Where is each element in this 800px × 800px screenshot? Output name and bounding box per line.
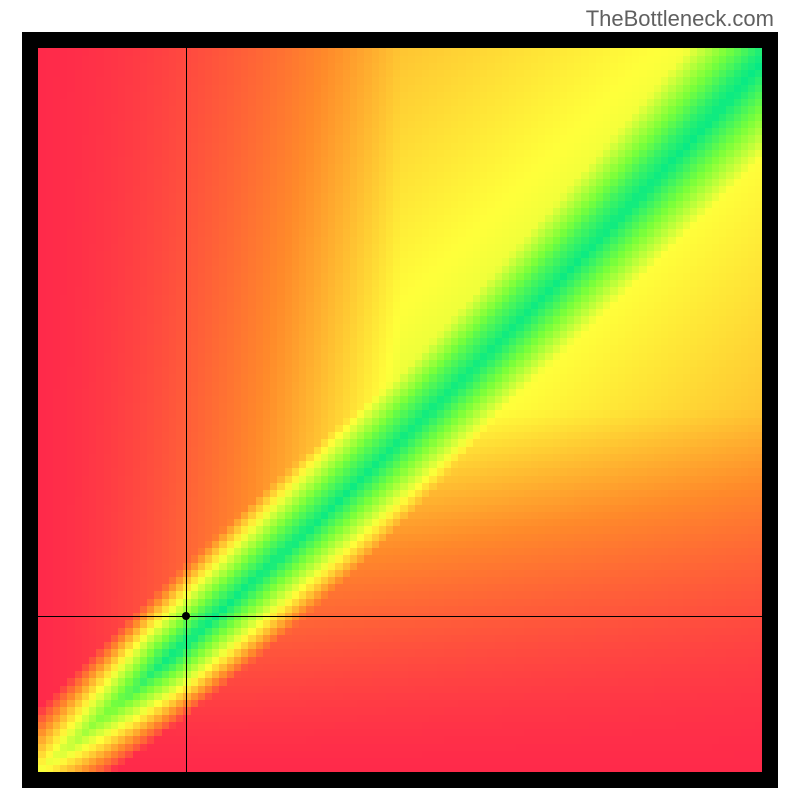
heatmap-canvas xyxy=(38,48,762,772)
plot-area xyxy=(38,48,762,772)
crosshair-marker xyxy=(182,612,190,620)
chart-frame xyxy=(22,32,778,788)
chart-container: TheBottleneck.com xyxy=(0,0,800,800)
watermark-text: TheBottleneck.com xyxy=(586,6,774,32)
crosshair-vertical xyxy=(186,48,187,772)
crosshair-horizontal xyxy=(38,616,762,617)
